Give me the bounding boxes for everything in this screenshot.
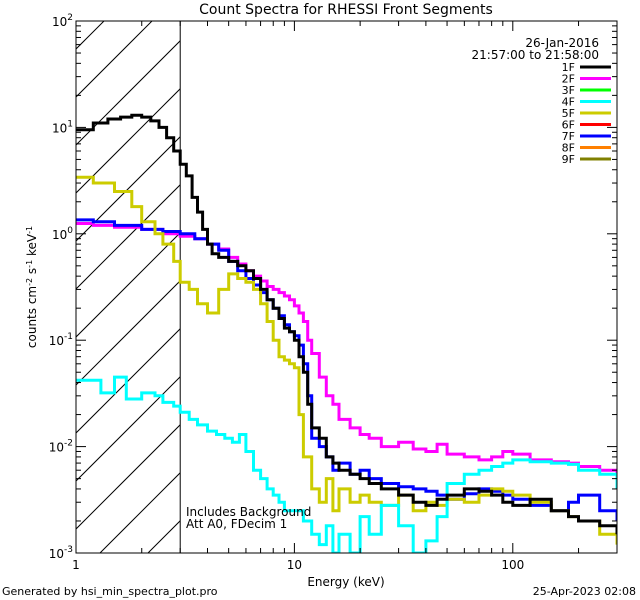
annotation-background: Includes Background bbox=[186, 505, 311, 519]
y-tick-label: 102 bbox=[52, 13, 73, 29]
x-tick-label: 10 bbox=[287, 558, 302, 572]
legend-label-7F: 7F bbox=[562, 130, 575, 143]
hatch-line bbox=[76, 21, 153, 98]
legend-label-4F: 4F bbox=[562, 96, 575, 109]
series-1F bbox=[76, 113, 617, 535]
x-tick-label: 100 bbox=[501, 558, 524, 572]
hatch-line bbox=[76, 424, 181, 530]
background-hatched-region bbox=[76, 21, 181, 553]
y-tick-label: 101 bbox=[52, 119, 73, 135]
y-tick-labels: 10-3 10-2 10-1 100 101 102 bbox=[49, 13, 74, 561]
x-axis-label: Energy (keV) bbox=[307, 575, 384, 589]
legend-label-5F: 5F bbox=[562, 107, 575, 120]
hatch-line bbox=[76, 40, 181, 146]
footer-generator: Generated by hsi_min_spectra_plot.pro bbox=[2, 585, 218, 598]
legend-label-6F: 6F bbox=[562, 119, 575, 132]
legend-label-8F: 8F bbox=[562, 142, 575, 155]
y-tick-label: 100 bbox=[52, 226, 73, 242]
plot-frame bbox=[75, 20, 618, 554]
legend-label-2F: 2F bbox=[562, 73, 575, 86]
chart-title: Count Spectra for RHESSI Front Segments bbox=[199, 2, 493, 18]
annotation-attenuator: Att A0, FDecim 1 bbox=[186, 517, 287, 531]
x-tick-label: 1 bbox=[72, 558, 80, 572]
y-tick-label: 10-1 bbox=[49, 332, 73, 348]
footer-timestamp: 25-Apr-2023 02:08 bbox=[533, 585, 636, 598]
y-tick-label: 10-3 bbox=[49, 545, 73, 561]
hatch-line bbox=[76, 232, 181, 338]
hatch-line bbox=[76, 376, 181, 482]
legend-label-9F: 9F bbox=[562, 153, 575, 166]
y-axis-label: counts cm-2 s-1 keV-1 bbox=[25, 226, 39, 348]
observation-date: 26-Jan-2016 bbox=[525, 36, 599, 50]
observation-time-range: 21:57:00 to 21:58:00 bbox=[472, 48, 599, 62]
legend-label-3F: 3F bbox=[562, 84, 575, 97]
plot-background bbox=[76, 21, 617, 553]
y-tick-label: 10-2 bbox=[49, 439, 73, 455]
legend-label-1F: 1F bbox=[562, 61, 575, 74]
axis-ticks bbox=[75, 20, 618, 554]
hatch-line bbox=[76, 184, 181, 290]
series-layer bbox=[76, 113, 617, 553]
x-tick-labels: 1 10 100 bbox=[72, 558, 524, 572]
series-4F bbox=[76, 375, 617, 553]
